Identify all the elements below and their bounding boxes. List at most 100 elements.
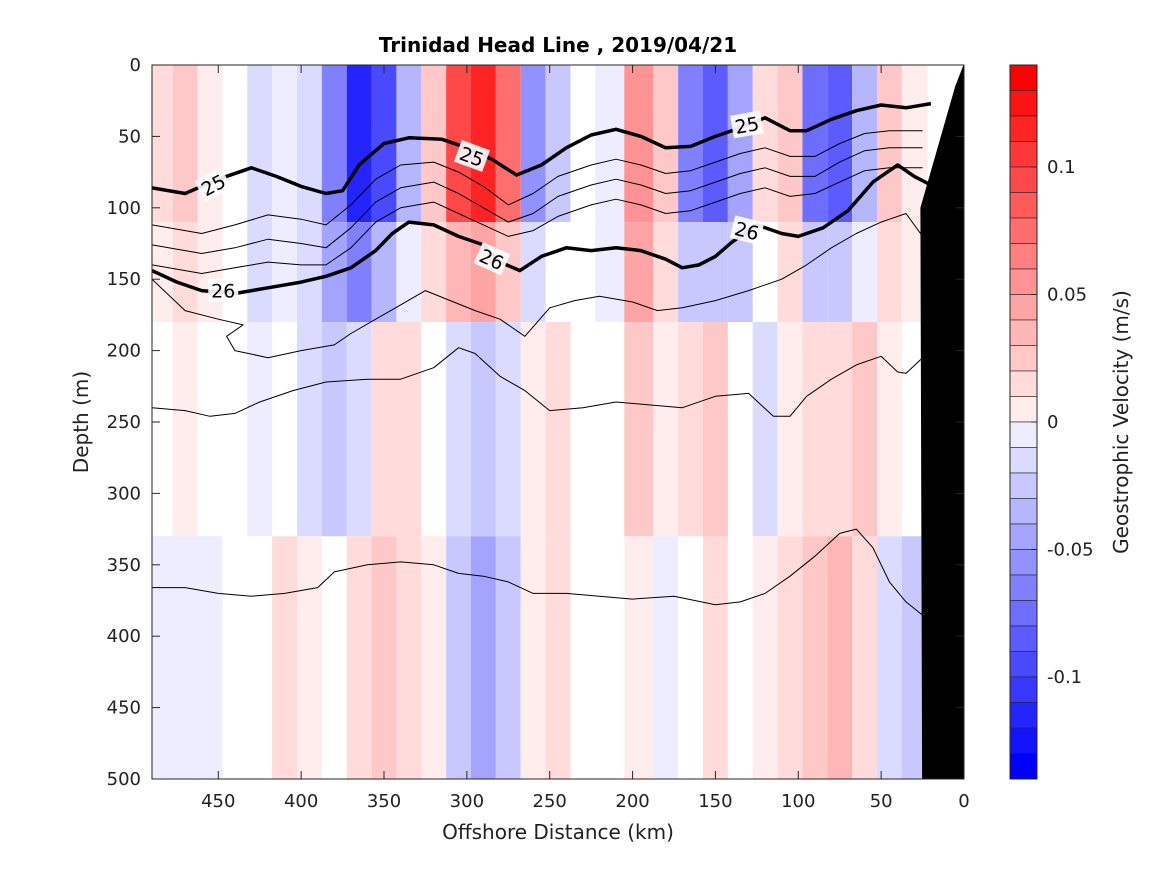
velocity-cell xyxy=(545,322,571,537)
colorbar-band xyxy=(1009,600,1038,627)
x-tick-label: 150 xyxy=(698,791,732,812)
velocity-cell xyxy=(421,222,447,323)
velocity-cell xyxy=(877,65,902,223)
colorbar-band xyxy=(1009,141,1038,168)
velocity-cell xyxy=(495,65,521,223)
y-tick-label: 500 xyxy=(107,769,141,790)
velocity-cell xyxy=(396,322,422,537)
colorbar-band xyxy=(1009,217,1038,244)
colorbar-band xyxy=(1009,90,1038,117)
velocity-cell xyxy=(624,322,654,537)
velocity-cell xyxy=(802,65,828,223)
y-tick-label: 450 xyxy=(107,698,141,719)
x-tick-label: 400 xyxy=(284,791,318,812)
velocity-cell xyxy=(152,65,173,223)
velocity-cell xyxy=(421,65,447,223)
velocity-cell xyxy=(595,65,625,223)
colorbar-band xyxy=(1009,370,1038,397)
x-axis-label: Offshore Distance (km) xyxy=(442,820,674,844)
velocity-cell xyxy=(520,65,546,223)
velocity-cell xyxy=(197,536,223,779)
colorbar-label: Geostrophic Velocity (m/s) xyxy=(1109,290,1133,554)
x-tick-label: 300 xyxy=(450,791,484,812)
colorbar-band xyxy=(1009,651,1038,678)
velocity-cell xyxy=(321,65,347,223)
colorbar-band xyxy=(1009,498,1038,525)
colorbar-band xyxy=(1009,702,1038,729)
colorbar-band xyxy=(1009,676,1038,703)
colorbar-band xyxy=(1009,319,1038,346)
velocity-cell xyxy=(247,222,273,323)
velocity-cell xyxy=(272,222,297,323)
colorbar-band xyxy=(1009,115,1038,142)
velocity-cell xyxy=(653,322,679,537)
colorbar-band xyxy=(1009,753,1038,780)
colorbar-band xyxy=(1009,166,1038,193)
colorbar-tick-label: 0.05 xyxy=(1047,285,1087,306)
velocity-cell xyxy=(777,65,803,223)
velocity-cell xyxy=(877,322,902,537)
velocity-cell xyxy=(152,222,173,323)
y-tick-label: 0 xyxy=(130,55,141,76)
y-axis-label: Depth (m) xyxy=(69,371,93,473)
velocity-cell xyxy=(777,222,803,323)
x-tick-label: 0 xyxy=(958,791,969,812)
density-contour xyxy=(152,347,923,417)
contour-label: 25 xyxy=(730,110,764,139)
y-tick-label: 100 xyxy=(107,198,141,219)
velocity-cell xyxy=(901,65,928,223)
velocity-cell xyxy=(495,536,521,779)
velocity-cell xyxy=(678,222,703,323)
velocity-cell xyxy=(520,536,546,779)
colorbar-tick-label: 0 xyxy=(1047,412,1058,433)
y-tick-label: 350 xyxy=(107,555,141,576)
velocity-cell xyxy=(802,536,828,779)
velocity-cell xyxy=(877,536,902,779)
contour-label: 26 xyxy=(473,242,511,276)
velocity-cell xyxy=(678,322,703,537)
x-tick-label: 250 xyxy=(533,791,567,812)
colorbar-band xyxy=(1009,625,1038,652)
velocity-cell xyxy=(421,536,447,779)
colorbar-tick-label: -0.05 xyxy=(1047,540,1094,561)
velocity-cell xyxy=(247,65,273,223)
velocity-cell xyxy=(152,536,173,779)
velocity-cell xyxy=(653,222,679,323)
velocity-cell xyxy=(852,222,877,323)
colorbar-band xyxy=(1009,345,1038,372)
velocity-cell xyxy=(752,536,778,779)
velocity-cell xyxy=(172,322,198,537)
colorbar-band xyxy=(1009,447,1038,474)
velocity-cell xyxy=(520,222,546,323)
velocity-cell xyxy=(852,536,877,779)
velocity-cell xyxy=(371,322,397,537)
velocity-cell xyxy=(495,322,521,537)
density-contour xyxy=(152,528,932,623)
contour-label-text: 25 xyxy=(733,113,761,139)
velocity-cell xyxy=(446,322,471,537)
velocity-cell xyxy=(297,536,322,779)
colorbar-band xyxy=(1009,64,1038,91)
velocity-cell xyxy=(624,536,654,779)
velocity-cell xyxy=(827,322,853,537)
density-contour xyxy=(152,213,932,359)
density-contour-bold xyxy=(152,163,932,296)
velocity-cell xyxy=(777,322,803,537)
colorbar: 0.1 0.05 0 -0.05 -0.1 xyxy=(1009,64,1094,780)
velocity-cell xyxy=(396,222,422,323)
x-tick-label: 450 xyxy=(201,791,235,812)
velocity-cell xyxy=(752,65,778,223)
chart-title: Trinidad Head Line , 2019/04/21 xyxy=(379,33,737,57)
y-tick-label: 300 xyxy=(107,483,141,504)
velocity-cell xyxy=(371,222,397,323)
velocity-cell xyxy=(172,536,198,779)
y-tick-label: 200 xyxy=(107,341,141,362)
velocity-cell xyxy=(297,65,322,223)
velocity-cell xyxy=(802,322,828,537)
velocity-cell xyxy=(346,222,372,323)
velocity-cell xyxy=(272,536,297,779)
density-contour-bold xyxy=(152,101,932,196)
seafloor-mask xyxy=(920,65,964,779)
colorbar-band xyxy=(1009,472,1038,499)
